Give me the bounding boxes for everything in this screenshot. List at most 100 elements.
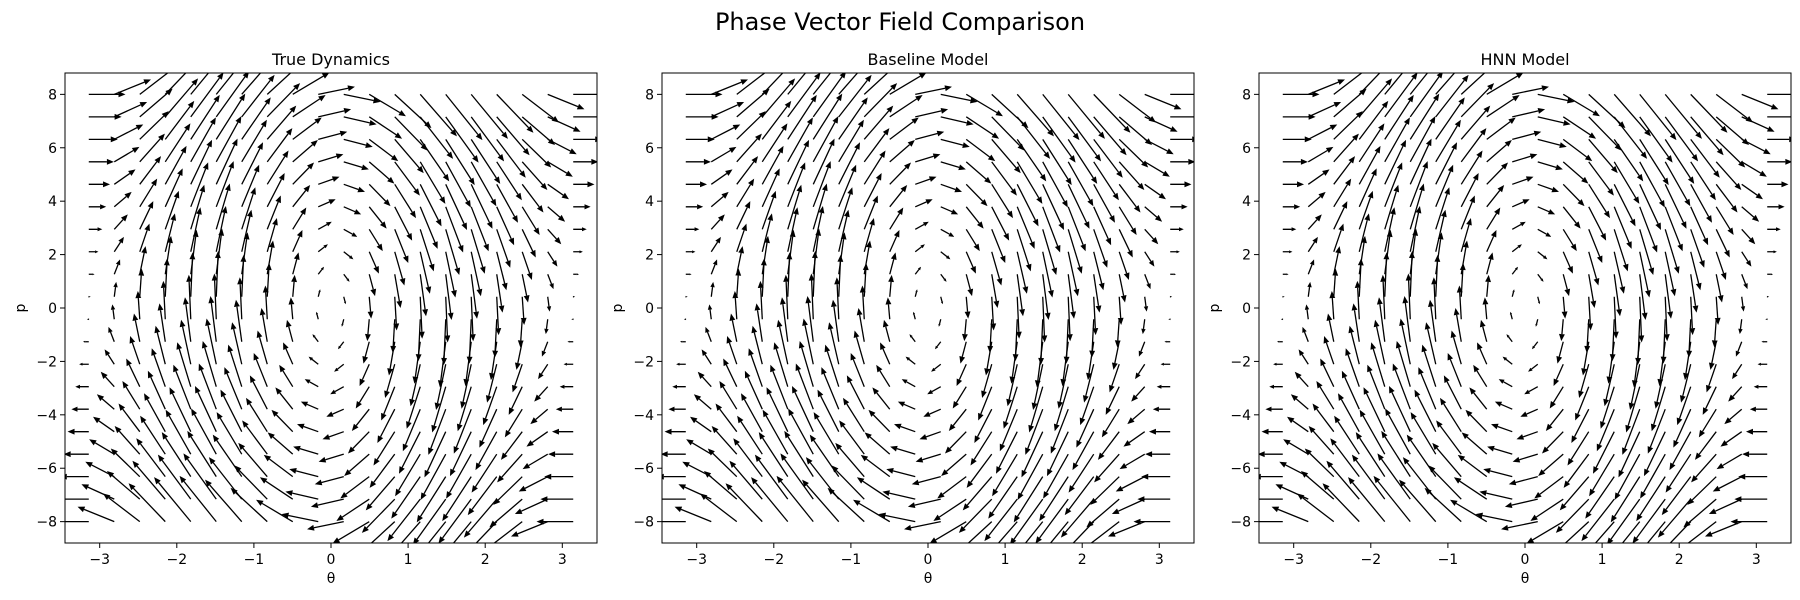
quiver-arrow bbox=[1435, 216, 1445, 252]
quiver-arrow bbox=[1358, 73, 1381, 95]
quiver-arrowhead bbox=[964, 311, 971, 319]
quiver-arrow bbox=[973, 431, 993, 460]
quiver-arrowhead bbox=[505, 260, 511, 268]
quiver-arrow bbox=[915, 110, 942, 118]
quiver-arrowhead bbox=[1166, 148, 1174, 155]
quiver-arrowhead bbox=[1535, 323, 1538, 327]
quiver-arrow bbox=[855, 337, 865, 365]
quiver-arrow bbox=[872, 414, 891, 433]
quiver-arrow bbox=[1690, 206, 1706, 240]
quiver-arrow bbox=[433, 386, 447, 426]
quiver-arrowhead bbox=[1530, 514, 1538, 521]
quiver-arrowhead bbox=[1168, 318, 1171, 321]
quiver-arrowhead bbox=[304, 379, 311, 384]
quiver-arrowhead bbox=[1083, 543, 1090, 550]
quiver-arrowhead bbox=[732, 124, 741, 131]
quiver-arrow bbox=[812, 99, 840, 140]
quiver-arrow bbox=[1620, 431, 1641, 472]
quiver-arrow bbox=[1067, 116, 1098, 157]
quiver-arrow bbox=[337, 363, 345, 370]
quiver-arrowhead bbox=[446, 491, 453, 499]
quiver-arrowhead bbox=[1031, 402, 1038, 410]
quiver-arrowhead bbox=[603, 91, 610, 97]
quiver-arrowhead bbox=[79, 362, 83, 366]
quiver-arrowhead bbox=[1447, 164, 1454, 173]
quiver-arrow bbox=[223, 395, 243, 432]
quiver-arrowhead bbox=[479, 266, 486, 274]
quiver-arrow bbox=[241, 239, 248, 275]
quiver-arrowhead bbox=[1512, 289, 1515, 293]
quiver-arrowhead bbox=[1645, 290, 1651, 298]
quiver-arrow bbox=[1484, 304, 1488, 320]
quiver-arrow bbox=[114, 81, 145, 95]
quiver-arrowhead bbox=[1494, 401, 1503, 407]
y-tick-label: −8 bbox=[36, 515, 57, 531]
quiver-arrow bbox=[209, 484, 243, 523]
quiver-arrowhead bbox=[1133, 205, 1141, 213]
quiver-arrowhead bbox=[546, 306, 552, 312]
quiver-arrowhead bbox=[843, 209, 850, 218]
quiver-arrowhead bbox=[1109, 215, 1115, 223]
quiver-arrow bbox=[1611, 319, 1615, 355]
quiver-arrow bbox=[991, 93, 1024, 124]
quiver-arrow bbox=[1042, 161, 1066, 202]
quiver-arrow bbox=[215, 76, 246, 118]
quiver-arrow bbox=[241, 73, 262, 95]
quiver-arrowhead bbox=[1101, 429, 1109, 438]
y-tick-label: 6 bbox=[1242, 141, 1251, 157]
quiver-arrow bbox=[967, 521, 993, 543]
quiver-arrowhead bbox=[307, 162, 315, 170]
quiver-arrowhead bbox=[664, 428, 672, 435]
quiver-arrow bbox=[1380, 458, 1411, 500]
quiver-arrow bbox=[1741, 93, 1773, 108]
quiver-arrow bbox=[949, 431, 967, 449]
y-tick-label: −4 bbox=[633, 408, 654, 424]
quiver-arrowhead bbox=[246, 397, 253, 406]
quiver-arrow bbox=[215, 121, 239, 163]
quiver-arrow bbox=[1316, 408, 1335, 433]
quiver-arrow bbox=[1562, 206, 1577, 224]
quiver-arrowhead bbox=[85, 461, 93, 468]
quiver-arrowhead bbox=[398, 466, 405, 474]
quiver-arrowhead bbox=[170, 213, 177, 221]
quiver-arrow bbox=[995, 453, 1018, 491]
quiver-arrow bbox=[1384, 100, 1411, 140]
quiver-arrowhead bbox=[1047, 129, 1054, 137]
quiver-arrow bbox=[1664, 93, 1698, 134]
quiver-arrowhead bbox=[995, 110, 1003, 117]
quiver-arrowhead bbox=[1622, 447, 1628, 455]
quiver-arrowhead bbox=[463, 378, 470, 387]
quiver-arrow bbox=[538, 386, 549, 397]
quiver-arrowhead bbox=[1367, 364, 1373, 373]
quiver-arrowhead bbox=[1636, 513, 1643, 522]
quiver-arrowhead bbox=[707, 448, 715, 456]
quiver-arrow bbox=[833, 306, 840, 342]
quiver-arrowhead bbox=[1141, 473, 1149, 480]
quiver-arrow bbox=[1476, 370, 1488, 388]
quiver-arrowhead bbox=[369, 119, 377, 126]
quiver-arrow bbox=[838, 102, 865, 140]
quiver-arrow bbox=[826, 351, 840, 387]
quiver-arrow bbox=[445, 93, 479, 136]
quiver-arrow bbox=[1588, 229, 1601, 257]
quiver-arrowhead bbox=[1698, 429, 1706, 438]
quiver-arrowhead bbox=[1571, 435, 1578, 443]
quiver-arrowhead bbox=[373, 97, 381, 104]
quiver-arrowhead bbox=[343, 301, 347, 305]
quiver-arrowhead bbox=[1730, 205, 1738, 213]
quiver-arrow bbox=[343, 251, 351, 258]
quiver-arrow bbox=[394, 183, 413, 213]
quiver-arrowhead bbox=[234, 465, 242, 473]
quiver-arrowhead bbox=[253, 164, 260, 173]
quiver-arrowhead bbox=[1325, 146, 1334, 154]
quiver-arrow bbox=[292, 167, 310, 185]
quiver-arrow bbox=[1562, 116, 1591, 136]
quiver-arrowhead bbox=[224, 367, 230, 375]
quiver-arrowhead bbox=[686, 439, 694, 446]
quiver-arrowhead bbox=[1385, 78, 1393, 86]
quiver-arrow bbox=[1741, 183, 1758, 196]
quiver-arrow bbox=[1093, 161, 1116, 195]
quiver-arrowhead bbox=[1105, 237, 1112, 246]
quiver-arrow bbox=[1528, 386, 1539, 393]
